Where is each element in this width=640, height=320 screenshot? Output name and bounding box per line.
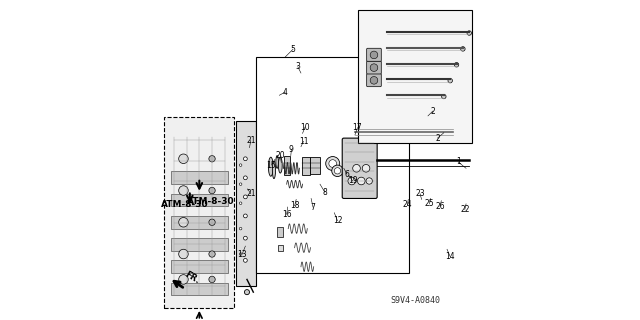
Text: 11: 11 (299, 137, 308, 146)
Text: 13: 13 (237, 250, 247, 259)
Text: 21: 21 (246, 189, 255, 198)
Bar (278, 245, 283, 251)
Circle shape (243, 157, 247, 161)
Text: 5: 5 (291, 45, 296, 54)
Circle shape (370, 76, 378, 84)
Text: 24: 24 (403, 200, 412, 209)
Bar (257, 57, 409, 273)
Bar (277, 227, 284, 236)
Circle shape (209, 187, 215, 194)
Circle shape (243, 259, 247, 262)
Circle shape (239, 202, 242, 204)
Circle shape (332, 165, 343, 177)
Circle shape (358, 177, 365, 185)
Circle shape (239, 164, 242, 166)
Text: 25: 25 (425, 199, 435, 208)
Ellipse shape (278, 157, 282, 173)
Circle shape (461, 47, 465, 51)
Circle shape (467, 31, 472, 35)
Text: 26: 26 (435, 202, 445, 211)
Circle shape (179, 218, 188, 227)
Circle shape (179, 186, 188, 195)
FancyBboxPatch shape (367, 48, 381, 61)
FancyBboxPatch shape (367, 61, 381, 74)
Polygon shape (236, 121, 257, 286)
Text: 16: 16 (282, 210, 291, 219)
Text: 2: 2 (435, 134, 440, 143)
Text: 8: 8 (323, 188, 327, 196)
Ellipse shape (276, 156, 278, 168)
Circle shape (448, 78, 452, 83)
Text: 10: 10 (300, 123, 310, 132)
Bar (171, 260, 228, 273)
Ellipse shape (273, 161, 276, 179)
Circle shape (179, 275, 188, 284)
Circle shape (243, 176, 247, 180)
Circle shape (370, 64, 378, 71)
Text: ATM-8-30: ATM-8-30 (161, 200, 209, 209)
Circle shape (329, 160, 337, 167)
Circle shape (243, 214, 247, 218)
Circle shape (326, 156, 340, 171)
Circle shape (209, 219, 215, 226)
Circle shape (209, 251, 215, 257)
Text: 14: 14 (445, 252, 455, 261)
Circle shape (179, 249, 188, 259)
Text: ATM-8-30: ATM-8-30 (187, 197, 234, 206)
Text: 21: 21 (246, 136, 255, 145)
Text: 6: 6 (344, 170, 349, 179)
Circle shape (244, 290, 250, 295)
Circle shape (209, 156, 215, 162)
FancyBboxPatch shape (367, 74, 381, 87)
Bar (301, 156, 310, 175)
Text: 1: 1 (456, 157, 461, 166)
Circle shape (239, 183, 242, 186)
Circle shape (239, 253, 242, 255)
Bar (171, 283, 228, 295)
Circle shape (370, 51, 378, 59)
Circle shape (366, 178, 372, 184)
Text: 18: 18 (290, 201, 300, 210)
Bar (164, 117, 234, 308)
Circle shape (362, 164, 370, 172)
Text: 15: 15 (267, 161, 276, 170)
Text: 7: 7 (310, 203, 316, 212)
Text: 23: 23 (415, 189, 425, 198)
Text: 19: 19 (348, 177, 358, 186)
Text: 20: 20 (275, 151, 285, 160)
Text: 3: 3 (295, 62, 300, 71)
Text: 9: 9 (289, 145, 294, 154)
Bar (171, 172, 228, 184)
Bar (171, 216, 228, 228)
Bar (171, 238, 228, 251)
Bar (310, 157, 320, 174)
Circle shape (454, 62, 459, 67)
Text: 22: 22 (460, 205, 470, 214)
Circle shape (348, 177, 356, 185)
Circle shape (243, 195, 247, 199)
Text: S9V4-A0840: S9V4-A0840 (390, 296, 440, 305)
Circle shape (179, 154, 188, 164)
Text: FR.: FR. (184, 270, 202, 285)
Text: 2: 2 (430, 107, 435, 116)
Text: 17: 17 (353, 123, 362, 132)
Circle shape (243, 236, 247, 240)
Circle shape (239, 227, 242, 230)
Ellipse shape (268, 157, 273, 176)
Bar (284, 156, 289, 175)
Bar (358, 10, 472, 143)
Bar (171, 194, 228, 206)
Circle shape (442, 94, 446, 99)
FancyBboxPatch shape (342, 138, 377, 198)
Text: 12: 12 (333, 216, 342, 225)
Circle shape (209, 276, 215, 283)
Circle shape (353, 164, 360, 172)
Text: 4: 4 (283, 88, 287, 97)
Circle shape (334, 168, 340, 174)
